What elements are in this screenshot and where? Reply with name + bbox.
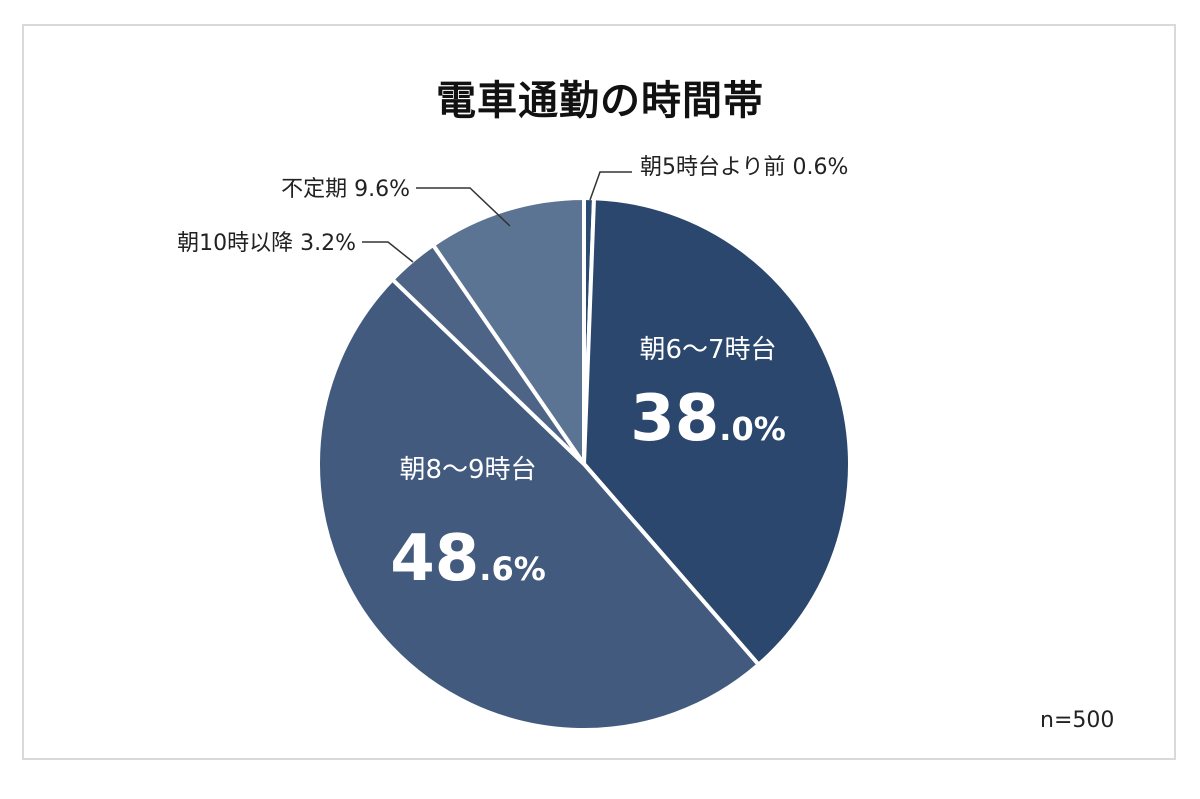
- chart-title: 電車通勤の時間帯: [436, 78, 764, 124]
- pie-slice: [431, 196, 586, 466]
- slice-label: 朝6～7時台: [639, 335, 776, 365]
- slice-value-label: 38.0%: [630, 382, 786, 456]
- sample-size-note: n=500: [1040, 708, 1115, 733]
- pie-slice: [315, 277, 761, 732]
- leader-line: [362, 241, 414, 263]
- slice-label: 朝8～9時台: [399, 455, 536, 485]
- slice-label: 朝5時台より前 0.6%: [640, 155, 848, 180]
- pie-slice: [582, 196, 852, 667]
- slice-label: 不定期 9.6%: [281, 177, 410, 202]
- leader-line: [416, 187, 511, 227]
- slice-label: 朝10時以降 3.2%: [177, 231, 356, 256]
- leader-line: [589, 171, 632, 201]
- slice-value-label: 48.6%: [390, 522, 546, 596]
